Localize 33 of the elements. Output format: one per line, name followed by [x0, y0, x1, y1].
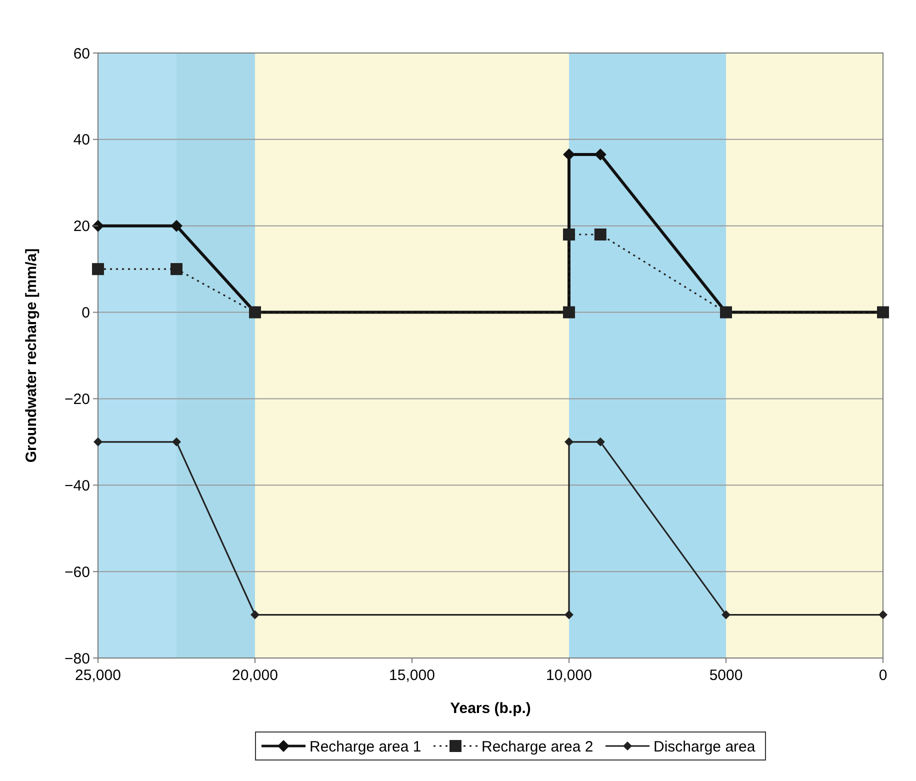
point: [250, 610, 260, 620]
y-tick-label: −40: [64, 477, 90, 494]
point: [170, 263, 182, 276]
x-tick-label: 0: [878, 667, 888, 684]
point: [563, 228, 575, 240]
y-tick-label: 40: [73, 132, 90, 149]
point: [878, 610, 888, 620]
legend-label: Recharge area 2: [482, 738, 594, 756]
point: [594, 228, 606, 240]
point: [564, 437, 574, 446]
point: [94, 437, 102, 446]
x-tick-label: 5000: [709, 667, 743, 684]
point: [172, 437, 181, 446]
x-tick-label: 10,000: [546, 667, 592, 684]
y-tick-label: 20: [73, 218, 90, 236]
y-axis-title: Groundwater recharge [mm/a]: [23, 248, 40, 463]
y-tick-label: −60: [64, 564, 90, 581]
legend-label: Discharge area: [654, 738, 756, 756]
legend-label: Recharge area 1: [310, 738, 422, 756]
point: [170, 220, 182, 232]
point: [92, 263, 104, 276]
x-tick-label: 20,000: [232, 667, 278, 684]
x-tick-label: 15,000: [389, 667, 435, 684]
y-tick-label: −20: [64, 390, 90, 408]
y-tick-label: 0: [82, 304, 90, 322]
point: [722, 610, 730, 620]
y-tick-label: 60: [73, 45, 90, 62]
point: [596, 437, 605, 446]
x-tick-label: 25,000: [75, 667, 121, 684]
x-axis-title: Years (b.p.): [450, 700, 531, 717]
y-tick-label: −80: [64, 650, 90, 668]
point: [564, 610, 574, 620]
point: [92, 220, 104, 232]
